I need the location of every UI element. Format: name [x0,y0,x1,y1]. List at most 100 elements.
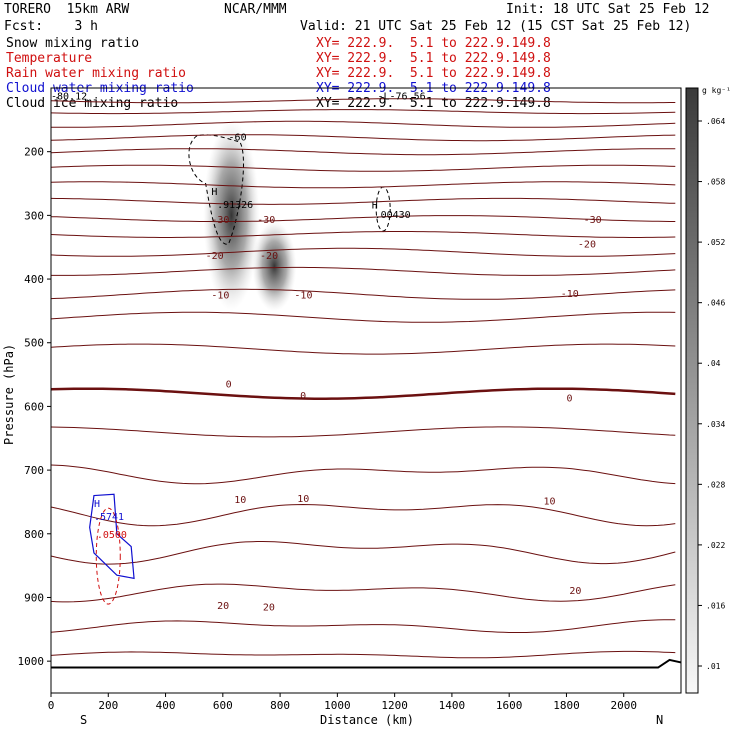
isotherm-20 [50,583,676,603]
x-tick-label-8: 1600 [496,699,523,712]
isotherm-16 [50,426,676,438]
org-label: NCAR/MMM [224,2,287,17]
y-tick-label-4: 600 [24,400,44,413]
isotherm-11 [51,266,676,276]
colorbar-label-5: .04 [706,359,721,368]
colorbar-label-1: .016 [706,601,725,610]
colorbar-label-7: .052 [706,238,725,247]
contour-label-25: H [94,499,100,510]
cloud-water-contour [89,493,135,580]
contour-label-4: .91326 [217,200,253,211]
contour-label-21: 10 [544,497,556,508]
isotherm-3 [50,134,676,142]
isotherm-1 [50,109,676,115]
contour-label-16: 0 [226,379,232,390]
y-tick-label-8: 1000 [18,655,45,668]
field-temp-xy: XY= 222.9. 5.1 to 222.9.149.8 [316,51,551,66]
y-axis-label: Pressure (hPa) [2,344,16,445]
model-title: TORERO 15km ARW [4,2,130,17]
y-tick-label-6: 800 [24,528,44,541]
cloud-ice-contour-1 [375,186,391,232]
contour-label-14: -20 [578,239,596,250]
contour-label-1: -L-76.56 [377,92,425,103]
contour-label-24: 20 [569,586,581,597]
colorbar-label-2: .022 [706,541,725,550]
forecast-hour: Fcst: 3 h [4,19,98,34]
isotherm-8 [50,215,676,223]
x-tick-label-3: 600 [213,699,233,712]
isotherm-18 [50,503,676,527]
contour-label-20: 10 [297,494,309,505]
y-tick-label-0: 200 [24,146,44,159]
contour-label-26: .5741 [94,512,124,523]
x-tick-label-4: 800 [270,699,290,712]
init-time: Init: 18 UTC Sat 25 Feb 12 [506,2,710,17]
isotherm-19 [50,541,676,565]
field-cloudice-name: Cloud ice mixing ratio [6,96,179,111]
south-label: S [80,713,87,727]
y-tick-label-1: 300 [24,209,44,222]
colorbar-label-4: .034 [706,420,725,429]
contour-label-19: 10 [234,495,246,506]
x-tick-label-5: 1000 [324,699,351,712]
isotherm-15 [50,387,676,400]
x-tick-label-1: 200 [98,699,118,712]
y-tick-label-2: 400 [24,273,44,286]
field-rain-name: Rain water mixing ratio [6,66,187,81]
x-tick-label-6: 1200 [381,699,408,712]
y-tick-label-3: 500 [24,337,44,350]
contour-label-2: -60 [229,132,247,143]
isotherm-5 [50,164,676,172]
contour-label-17: 0 [300,391,306,402]
contour-label-7: -20 [206,251,224,262]
contour-label-23: 20 [263,602,275,613]
x-tick-label-2: 400 [156,699,176,712]
contour-label-13: -30 [584,215,602,226]
x-tick-label-10: 2000 [610,699,637,712]
isotherm-21 [50,619,676,633]
contour-label-0: -80.12 [51,92,87,103]
colorbar: .01 .016 .022 .028 .034 .04 .046 .052 .058 .064 [685,87,725,694]
field-snow-name: Snow mixing ratio [6,36,140,51]
contour-label-15: -10 [561,289,579,300]
surface-line [51,658,682,669]
contour-label-11: H [372,201,378,212]
isotherm-2 [51,120,676,128]
isotherm-7 [50,197,676,205]
colorbar-label-3: .028 [706,480,725,489]
isotherm-10 [50,247,676,257]
isotherm-9 [50,231,676,238]
x-tick-label-0: 0 [48,699,55,712]
isotherm-17 [50,464,676,485]
contour-label-9: -10 [211,290,229,301]
isotherm-14 [50,343,676,355]
contour-label-8: -20 [260,251,278,262]
snow-max-1 [252,221,297,312]
contour-label-5: -30 [211,215,229,226]
field-rain-xy: XY= 222.9. 5.1 to 222.9.149.8 [316,66,551,81]
contour-label-10: -10 [294,290,312,301]
rain-water-contour [95,507,121,605]
contour-label-3: H [211,187,217,198]
isotherm-0 [50,98,676,104]
plot-frame [50,87,682,694]
x-tick-label-9: 1800 [553,699,580,712]
contour-label-27: .0500 [97,530,127,541]
isotherm-22 [50,650,676,659]
north-label: N [656,713,663,727]
contour-label-12: .00430 [375,210,411,221]
isotherm-6 [50,181,676,189]
colorbar-label-9: .064 [706,117,725,126]
colorbar-label-0: .01 [706,662,721,671]
colorbar-label-8: .058 [706,178,725,187]
y-tick-label-5: 700 [24,464,44,477]
x-tick-label-7: 1400 [439,699,466,712]
field-snow-xy: XY= 222.9. 5.1 to 222.9.149.8 [316,36,551,51]
valid-time: Valid: 21 UTC Sat 25 Feb 12 (15 CST Sat … [300,19,692,34]
contour-label-18: 0 [566,394,572,405]
colorbar-ramp [685,87,699,694]
isotherm-4 [50,148,676,156]
y-tick-label-7: 900 [24,591,44,604]
isotherm-12 [50,288,676,300]
